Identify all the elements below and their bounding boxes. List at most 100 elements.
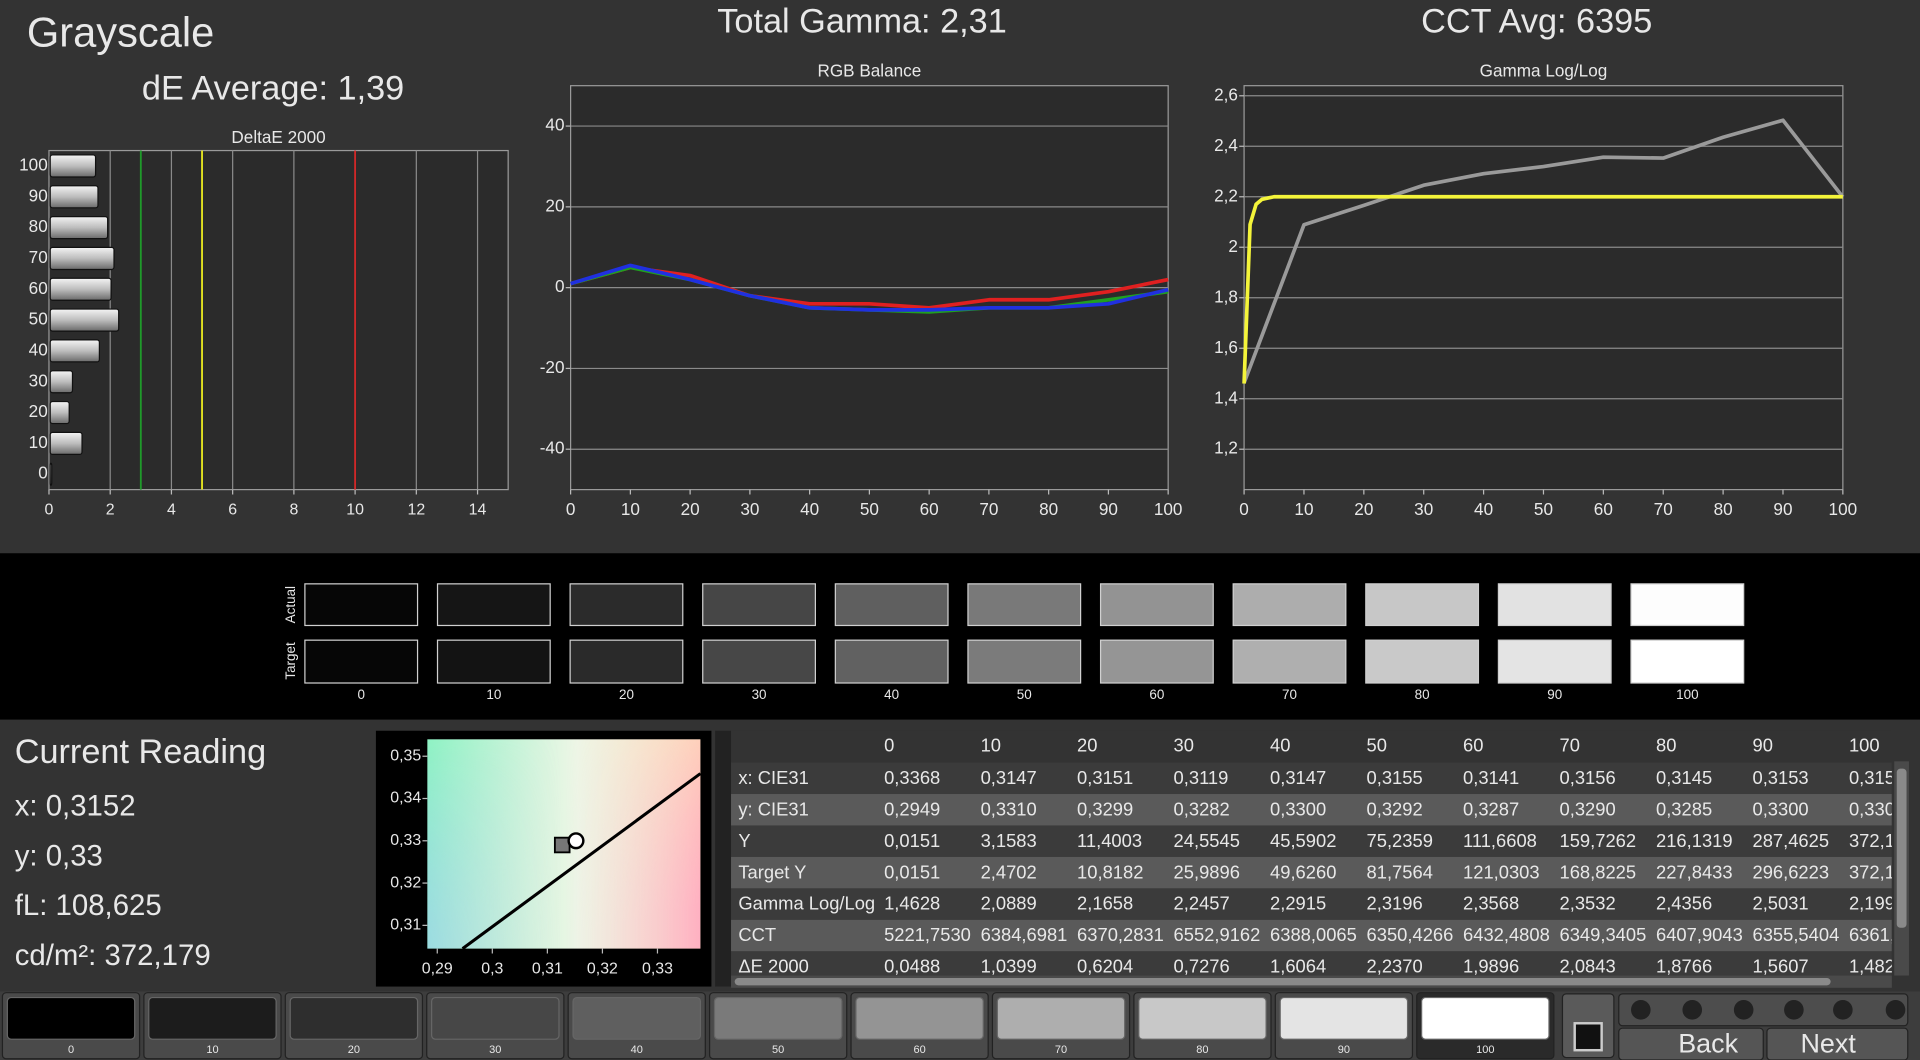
actual-swatch <box>967 583 1082 627</box>
next-button[interactable] <box>1766 1027 1909 1060</box>
icon[interactable] <box>1631 1000 1651 1020</box>
y-tick-label: 1,8 <box>1214 286 1238 306</box>
x-tick-label: 20 <box>1354 499 1373 519</box>
table-header-cell: 0 <box>884 734 894 755</box>
swatch-label: 90 <box>1547 687 1562 702</box>
x-tick-label: 0 <box>566 499 576 519</box>
table-cell: 0,3287 <box>1463 798 1519 819</box>
bar <box>49 277 112 301</box>
scroll-thumb[interactable] <box>1896 768 1907 928</box>
y-tick-label: 0,34 <box>390 790 421 807</box>
icon[interactable] <box>1682 1000 1703 1020</box>
table-cell: 6407,9043 <box>1656 924 1743 945</box>
chart-title: DeltaE 2000 <box>231 127 325 147</box>
table-cell: 0,3151 <box>1077 767 1133 788</box>
x-tick-label: 10 <box>346 502 364 519</box>
table-cell: 2,1658 <box>1077 893 1133 914</box>
y-tick-label: 0,32 <box>390 874 421 891</box>
table-header-cell: 90 <box>1752 734 1772 755</box>
table-cell: 0,3368 <box>884 767 940 788</box>
table-cell: 2,2370 <box>1367 956 1423 977</box>
x-tick-label: 30 <box>740 499 759 519</box>
table-cell: 2,4356 <box>1656 893 1712 914</box>
target-swatch <box>436 639 551 684</box>
table-cell: 1,0399 <box>981 956 1037 977</box>
x-tick-label: 0,33 <box>642 961 673 978</box>
swatch-button-label: 0 <box>68 1044 74 1056</box>
table-cell: 0,3285 <box>1656 798 1712 819</box>
table-header-cell: 50 <box>1367 734 1387 755</box>
y-tick-label: 40 <box>545 115 564 135</box>
chart-title: Gamma Log/Log <box>1480 61 1608 81</box>
table-cell: 0,3299 <box>1077 798 1133 819</box>
table-cell: 1,482 <box>1849 956 1895 977</box>
icon[interactable] <box>1784 1000 1804 1020</box>
back-label[interactable]: Back <box>1678 1028 1738 1058</box>
x-tick-label: 40 <box>1474 499 1493 519</box>
y-tick-label: 2,4 <box>1214 135 1238 155</box>
swatch-button-label: 50 <box>772 1044 784 1056</box>
target-swatch <box>304 639 419 684</box>
back-button[interactable] <box>1618 1027 1764 1060</box>
table-cell: ΔE 2000 <box>738 956 808 977</box>
actual-swatch <box>569 583 684 627</box>
swatch-label: 80 <box>1415 687 1430 702</box>
x-tick-label: 100 <box>1154 499 1183 519</box>
table-cell: 0,3282 <box>1174 798 1230 819</box>
y-category-label: 50 <box>29 309 48 329</box>
y-category-label: 0 <box>38 463 48 483</box>
table-cell: 2,0843 <box>1560 956 1616 977</box>
series-line <box>570 263 1169 312</box>
table-cell: 5221,7530 <box>884 924 971 945</box>
next-label[interactable]: Next <box>1800 1028 1856 1058</box>
y-tick-label: 0,31 <box>390 917 421 934</box>
table-cell: 0,0488 <box>884 956 940 977</box>
reading-line: x: 0,3152 <box>15 790 136 823</box>
table-header-cell: 40 <box>1270 734 1290 755</box>
table-cell: 0,3153 <box>1752 767 1808 788</box>
icon[interactable] <box>1885 1000 1906 1020</box>
bar <box>49 185 99 209</box>
table-cell: 0,3290 <box>1560 798 1616 819</box>
target-swatch <box>1099 639 1214 684</box>
swatch-label: 30 <box>752 687 767 702</box>
table-cell: 0,3145 <box>1656 767 1712 788</box>
table-cell: 0,7276 <box>1174 956 1230 977</box>
stop-icon <box>1573 1022 1603 1052</box>
table-cell: 6349,3405 <box>1560 924 1647 945</box>
table-cell: 0,3156 <box>1560 767 1616 788</box>
reading-line: y: 0,33 <box>15 839 103 872</box>
table-header-cell: 10 <box>981 734 1001 755</box>
icon[interactable] <box>1733 1000 1754 1020</box>
table-cell: 2,2457 <box>1174 893 1230 914</box>
target-swatch <box>702 639 817 684</box>
table-cell: 0,3310 <box>981 798 1037 819</box>
table-cell: 6361, <box>1849 924 1895 945</box>
swatch-label: 50 <box>1017 687 1032 702</box>
table-cell: 2,199 <box>1849 893 1895 914</box>
x-tick-label: 80 <box>1039 499 1058 519</box>
x-tick-label: 6 <box>228 502 237 519</box>
swatch-button-label: 80 <box>1196 1044 1208 1056</box>
swatch-button-color <box>289 996 419 1040</box>
series-line <box>1242 194 1843 384</box>
swatch-button-color <box>1138 996 1267 1040</box>
target-swatch <box>1497 639 1612 684</box>
table-row-bg <box>731 794 1892 826</box>
swatch-button-label: 70 <box>1055 1044 1067 1056</box>
swatch-label: 40 <box>884 687 899 702</box>
page-title: Grayscale <box>27 9 214 56</box>
swatch-button-color <box>996 996 1126 1040</box>
scroll-thumb[interactable] <box>734 977 1831 986</box>
target-point <box>553 836 571 854</box>
x-tick-label: 0,32 <box>587 961 618 978</box>
icon[interactable] <box>1833 1000 1853 1020</box>
y-tick-label: 1,6 <box>1214 337 1238 357</box>
y-tick-label: 0,33 <box>390 832 421 849</box>
swatch-button-label: 100 <box>1476 1044 1494 1056</box>
x-tick-label: 10 <box>1294 499 1313 519</box>
table-cell: 1,5607 <box>1752 956 1808 977</box>
table-cell: 1,8766 <box>1656 956 1712 977</box>
series-line <box>461 772 702 950</box>
y-category-label: 30 <box>29 370 48 390</box>
